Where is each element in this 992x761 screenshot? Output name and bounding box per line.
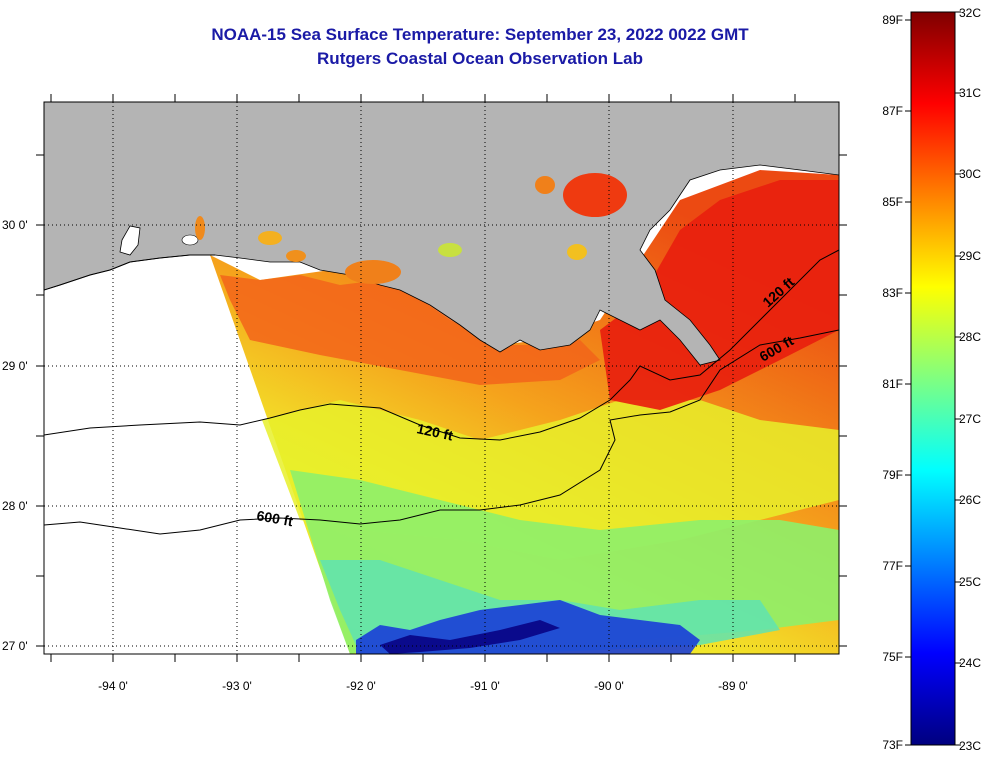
lake-sst: [567, 244, 587, 260]
colorbar-f-label: 77F: [882, 559, 903, 573]
colorbar-c-label: 26C: [959, 493, 981, 507]
chart-subtitle: Rutgers Coastal Ocean Observation Lab: [317, 49, 643, 68]
lon-label: -90 0': [594, 679, 624, 693]
colorbar-c-label: 25C: [959, 575, 981, 589]
lat-label: 27 0': [2, 639, 28, 653]
colorbar-f-label: 73F: [882, 738, 903, 752]
lon-label: -92 0': [346, 679, 376, 693]
lake-sst: [195, 216, 205, 240]
lake-sst: [535, 176, 555, 194]
colorbar-c-label: 28C: [959, 330, 981, 344]
sst-hot-region: [600, 180, 839, 410]
lat-label: 29 0': [2, 359, 28, 373]
colorbar-f-label: 75F: [882, 650, 903, 664]
lake-sst: [258, 231, 282, 245]
colorbar-f-label: 79F: [882, 468, 903, 482]
colorbar-f-label: 81F: [882, 377, 903, 391]
lat-label: 28 0': [2, 499, 28, 513]
lat-label: 30 0': [2, 218, 28, 232]
contour-600ft: [44, 329, 839, 535]
colorbar-f-label: 83F: [882, 286, 903, 300]
map-frame: [43, 101, 840, 655]
contour-label-120ft: 120 ft: [415, 420, 454, 443]
frame-ticks: [36, 94, 847, 662]
lake-sst: [286, 250, 306, 262]
colorbar-f-label: 87F: [882, 104, 903, 118]
lon-label: -91 0': [470, 679, 500, 693]
colorbar-c-label: 23C: [959, 739, 981, 753]
lake-sst: [345, 260, 401, 284]
lake-sst: [563, 173, 627, 217]
colorbar-c-label: 24C: [959, 656, 981, 670]
lake: [119, 225, 141, 256]
contour-label-600ft: 600 ft: [255, 507, 294, 529]
chart-title: NOAA-15 Sea Surface Temperature: Septemb…: [211, 25, 749, 44]
colorbar-c-label: 31C: [959, 86, 981, 100]
colorbar-ticks: [905, 11, 961, 746]
graticule: [44, 102, 839, 654]
lon-label: -89 0': [718, 679, 748, 693]
sst-warm-coast: [220, 275, 600, 385]
colorbar-c-label: 32C: [959, 6, 981, 20]
contour-120ft-west: [44, 249, 839, 441]
colorbar-c-label: 27C: [959, 412, 981, 426]
lon-label: -93 0': [222, 679, 252, 693]
coastline: [44, 254, 215, 291]
lake: [181, 234, 199, 246]
colorbar-f-label: 89F: [882, 13, 903, 27]
lake-sst: [438, 243, 462, 257]
colorbar-c-label: 29C: [959, 249, 981, 263]
colorbar: [910, 11, 956, 746]
colorbar-c-label: 30C: [959, 167, 981, 181]
lon-label: -94 0': [98, 679, 128, 693]
colorbar-f-label: 85F: [882, 195, 903, 209]
